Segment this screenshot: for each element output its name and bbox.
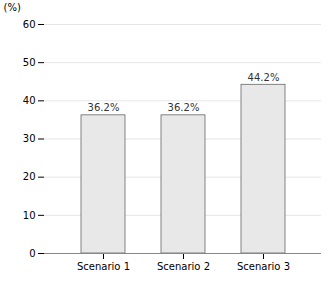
svg-text:36.2%: 36.2% xyxy=(168,102,200,113)
svg-text:30: 30 xyxy=(23,133,36,144)
svg-text:44.2%: 44.2% xyxy=(248,72,280,83)
svg-text:0: 0 xyxy=(29,248,35,259)
svg-text:Scenario 1: Scenario 1 xyxy=(77,261,130,272)
svg-text:50: 50 xyxy=(23,57,36,68)
svg-text:(%): (%) xyxy=(4,2,21,13)
svg-text:36.2%: 36.2% xyxy=(88,102,120,113)
svg-text:Scenario 3: Scenario 3 xyxy=(237,261,290,272)
svg-text:Scenario 2: Scenario 2 xyxy=(157,261,210,272)
svg-text:10: 10 xyxy=(23,210,36,221)
svg-text:40: 40 xyxy=(23,95,36,106)
svg-text:60: 60 xyxy=(23,19,36,30)
svg-text:20: 20 xyxy=(23,171,36,182)
